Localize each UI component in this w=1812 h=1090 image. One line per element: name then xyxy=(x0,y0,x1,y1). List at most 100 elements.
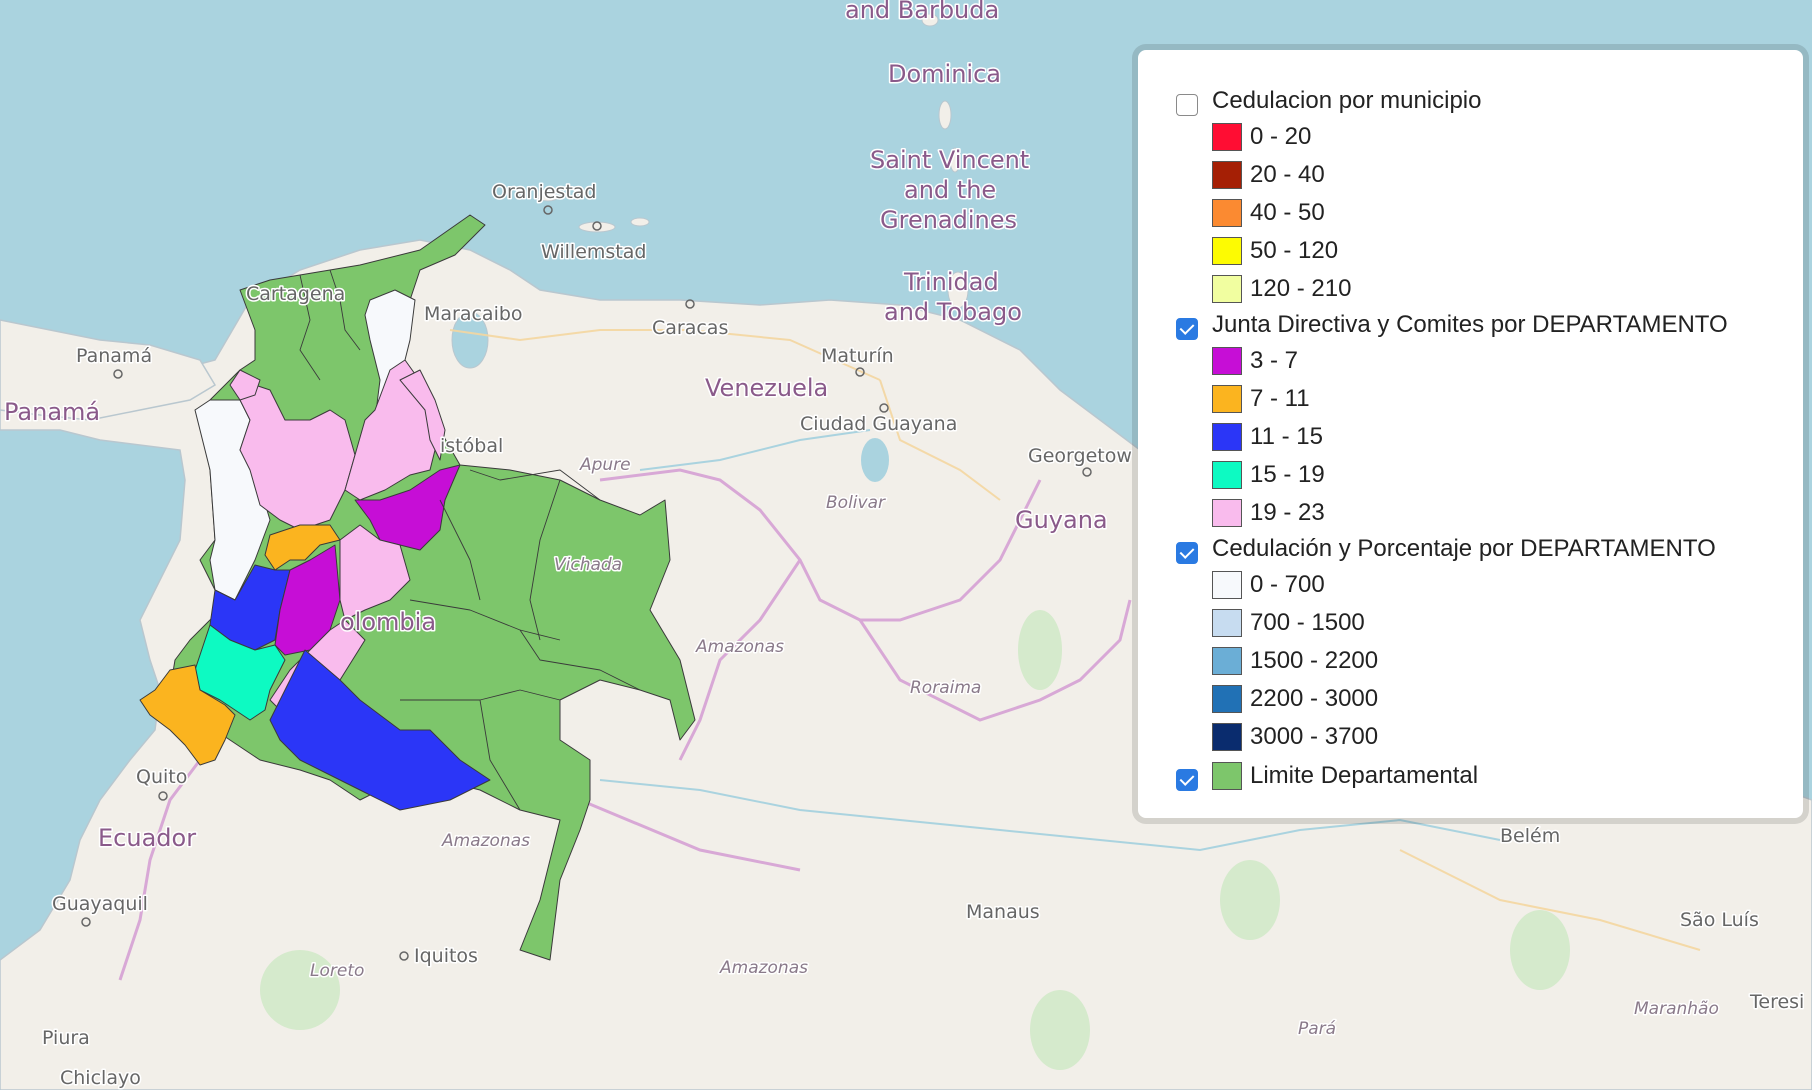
legend-group-junta-directiva: Junta Directiva y Comites por DEPARTAMEN… xyxy=(1176,308,1803,532)
label-chiclayo: Chiclayo xyxy=(60,1067,141,1089)
city-dot-guayaquil xyxy=(81,917,91,927)
layer-checkbox-cedulacion-porcentaje[interactable] xyxy=(1176,542,1198,564)
label-amazonas-ve: Amazonas xyxy=(695,637,784,657)
legend-group-cedulacion-municipio: Cedulacion por municipio 0 - 20 20 - 40 … xyxy=(1176,84,1803,308)
legend-item: 0 - 700 xyxy=(1176,566,1803,604)
label-san-cristobal: istóbal xyxy=(440,435,503,457)
layer-title: Limite Departamental xyxy=(1250,762,1479,789)
city-dot-georgetown xyxy=(1082,467,1092,477)
legend-swatch xyxy=(1212,385,1242,413)
label-maracaibo: Maracaibo xyxy=(424,303,523,325)
lake-maracaibo xyxy=(451,311,489,369)
legend-swatch xyxy=(1212,237,1242,265)
legend-swatch xyxy=(1212,423,1242,451)
layer-title: Cedulacion por municipio xyxy=(1212,87,1482,114)
layer-title: Cedulación y Porcentaje por DEPARTAMENTO xyxy=(1212,535,1716,562)
legend-item: 15 - 19 xyxy=(1176,456,1803,494)
dept-boyaca xyxy=(354,464,461,551)
label-trinidad-2: and Tobago xyxy=(884,298,1022,326)
dept-borders xyxy=(299,269,641,811)
layer-checkbox-junta-directiva[interactable] xyxy=(1176,318,1198,340)
legend-item-label: 19 - 23 xyxy=(1250,499,1325,526)
legend-item-label: 7 - 11 xyxy=(1250,385,1310,412)
label-roraima: Roraima xyxy=(910,678,981,698)
label-ecuador: Ecuador xyxy=(98,824,196,852)
legend-item: 7 - 11 xyxy=(1176,380,1803,418)
dept-caqueta xyxy=(269,649,491,811)
legend-item-label: 0 - 20 xyxy=(1250,123,1312,150)
legend-swatch xyxy=(1212,685,1242,713)
legend-item-label: 0 - 700 xyxy=(1250,571,1325,598)
legend-swatch xyxy=(1212,723,1242,751)
legend-swatch xyxy=(1212,347,1242,375)
label-saint-vincent-2: and the xyxy=(904,176,996,204)
legend-item: 3 - 7 xyxy=(1176,342,1803,380)
legend-item-label: 11 - 15 xyxy=(1250,423,1323,450)
legend-item: 3000 - 3700 xyxy=(1176,718,1803,756)
city-dot-oranjestad xyxy=(543,205,553,215)
legend-item-label: 50 - 120 xyxy=(1250,237,1339,264)
city-dot-willemstad xyxy=(592,221,602,231)
country-borders xyxy=(118,468,1132,981)
label-iquitos: Iquitos xyxy=(414,945,478,967)
legend-item: 19 - 23 xyxy=(1176,494,1803,532)
label-loreto: Loreto xyxy=(310,961,364,981)
city-dot-caracas xyxy=(685,299,695,309)
label-vichada: Vichada xyxy=(554,555,622,575)
city-dot-ciudad-guayana xyxy=(879,403,889,413)
label-sao-luis: São Luís xyxy=(1680,909,1759,931)
city-dot-panama xyxy=(113,369,123,379)
legend-item: 50 - 120 xyxy=(1176,232,1803,270)
parks xyxy=(260,610,1570,1070)
legend-swatch xyxy=(1212,499,1242,527)
label-manaus: Manaus xyxy=(966,901,1040,923)
city-dot-iquitos xyxy=(399,951,409,961)
legend-item-label: 1500 - 2200 xyxy=(1250,647,1379,674)
legend-swatch xyxy=(1212,647,1242,675)
rivers xyxy=(599,429,1501,852)
legend-group-cedulacion-porcentaje: Cedulación y Porcentaje por DEPARTAMENTO… xyxy=(1176,532,1803,756)
dept-cordoba xyxy=(229,369,261,401)
label-trinidad-1: Trinidad xyxy=(903,268,999,296)
legend-item-label: 40 - 50 xyxy=(1250,199,1325,226)
label-amazonas-br: Amazonas xyxy=(719,958,808,978)
map-labels: and Barbuda Dominica Saint Vincent and t… xyxy=(3,0,1806,1090)
dept-norte-santander xyxy=(399,369,446,461)
layer-title: Junta Directiva y Comites por DEPARTAMEN… xyxy=(1212,311,1728,338)
legend-swatch xyxy=(1212,609,1242,637)
dept-cundinamarca xyxy=(339,524,411,621)
legend-swatch xyxy=(1212,199,1242,227)
layer-checkbox-limite-departamental[interactable] xyxy=(1176,769,1198,791)
label-antigua: and Barbuda xyxy=(845,0,999,24)
layer-checkbox-cedulacion-municipio[interactable] xyxy=(1176,94,1198,116)
label-saint-vincent-1: Saint Vincent xyxy=(870,146,1029,174)
legend-item: 11 - 15 xyxy=(1176,418,1803,456)
caribbean-islands xyxy=(537,13,969,309)
label-bolivar: Bolivar xyxy=(826,493,886,513)
label-piura: Piura xyxy=(42,1027,90,1049)
legend-item-label: 20 - 40 xyxy=(1250,161,1325,188)
label-cartagena: Cartagena xyxy=(246,283,345,305)
legend-item: 700 - 1500 xyxy=(1176,604,1803,642)
legend-swatch xyxy=(1212,123,1242,151)
legend-group-limite-departamental: Limite Departamental xyxy=(1176,756,1803,796)
dept-narino xyxy=(139,664,236,766)
label-caracas: Caracas xyxy=(652,317,728,339)
label-willemstad: Willemstad xyxy=(541,241,646,263)
colombia-departments[interactable] xyxy=(139,214,696,961)
legend-swatch xyxy=(1212,571,1242,599)
dept-caldas xyxy=(264,524,341,571)
roads xyxy=(449,329,1701,951)
label-guayaquil: Guayaquil xyxy=(52,893,148,915)
label-dominica: Dominica xyxy=(888,60,1001,88)
legend-item: 120 - 210 xyxy=(1176,270,1803,308)
label-ciudad-guayana: Ciudad Guayana xyxy=(800,413,957,435)
legend-swatch xyxy=(1212,275,1242,303)
label-maturin: Maturín xyxy=(821,345,894,367)
label-saint-vincent-3: Grenadines xyxy=(880,206,1017,234)
label-teresina: Teresi xyxy=(1749,991,1804,1013)
layer-legend-panel: Cedulacion por municipio 0 - 20 20 - 40 … xyxy=(1138,50,1803,818)
label-guyana: Guyana xyxy=(1015,506,1108,534)
legend-item-label: 2200 - 3000 xyxy=(1250,685,1379,712)
legend-swatch xyxy=(1212,461,1242,489)
